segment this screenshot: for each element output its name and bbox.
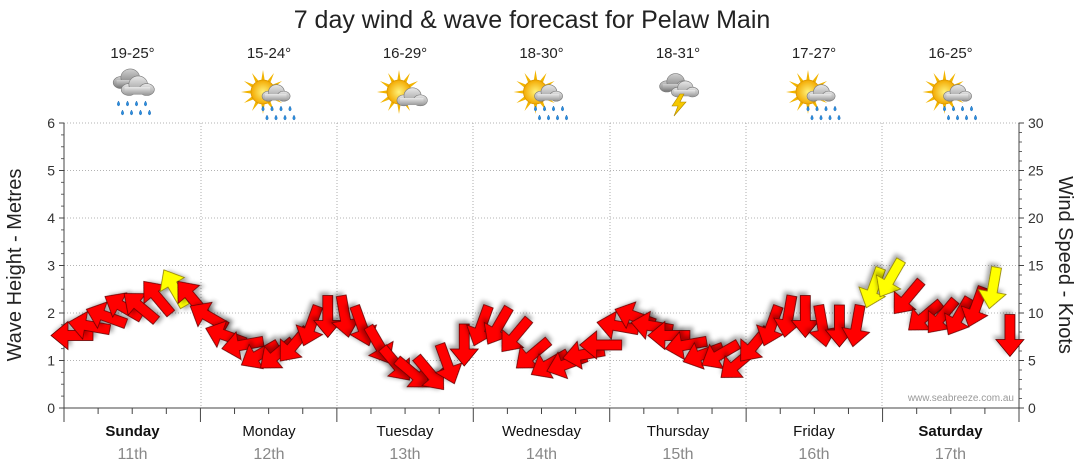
right-tick-label: 5 [1028,353,1036,369]
cloud-shape [806,84,836,102]
left-axis-ticks: 0 1 2 3 4 5 6 [47,115,64,416]
wind-arrow [647,320,691,351]
sun-rain-icon [786,70,841,121]
wind-arrow [944,295,975,336]
day-date-label: 11th [118,446,148,463]
cloud-shape [261,84,291,102]
day-date-label: 15th [662,446,693,463]
temperature-label: 19-25° [110,45,154,62]
cloud-shape [396,87,428,107]
day-name-label: Monday [242,423,296,440]
left-axis-label: Wave Height - Metres [4,169,26,362]
day-name-label: Thursday [647,423,710,440]
right-tick-label: 25 [1028,163,1044,179]
day-date-label: 12th [253,446,284,463]
wind-arrow [378,344,410,381]
wind-arrow [295,304,324,347]
right-tick-label: 15 [1028,258,1044,274]
cloud-shape [671,80,700,98]
wind-arrow [875,257,906,298]
left-tick-label: 0 [47,400,55,416]
temperature-label: 17-27° [792,45,836,62]
temperature-label: 16-25° [928,45,972,62]
lightning-bolt [671,93,687,117]
left-tick-label: 2 [47,305,55,321]
left-tick-label: 4 [47,210,55,226]
left-tick-label: 1 [47,353,55,369]
temperature-label: 18-30° [519,45,563,62]
day-date-label: 16th [798,446,829,463]
wind-arrow [67,310,112,340]
cloud-shape [943,84,972,102]
wind-arrow [995,314,1025,358]
day-labels: Sunday 11th Monday 12th Tuesday 13th Wednesday… [105,423,983,463]
rain-drops [261,105,296,121]
day-name-label: Friday [793,423,835,440]
credit-text: www.seabreeze.com.au [907,393,1014,404]
chart-title: 7 day wind & wave forecast for Pelaw Mai… [294,6,771,34]
weather-icon-row [112,68,977,121]
rain-drops [534,105,568,121]
rain-cloud-icon [112,68,155,116]
wind-arrow [977,265,1007,310]
sun-cloud-icon [377,70,428,114]
cloud-shape [534,84,563,102]
wind-arrow [501,315,534,353]
left-tick-label: 3 [47,258,55,274]
wind-arrow [756,304,784,347]
wind-arrow [412,353,445,391]
day-name-label: Wednesday [502,423,581,440]
temperature-label: 18-31° [656,45,700,62]
day-date-label: 14th [526,446,557,463]
wind-arrow [434,342,463,385]
right-axis-label: Wind Speed - Knots [1054,176,1076,354]
wind-arrow [221,331,265,361]
wind-arrow [960,285,989,328]
right-axis-ticks: 0 5 10 15 20 25 30 [1019,115,1044,416]
right-tick-label: 0 [1028,400,1036,416]
rain-drops [943,105,977,121]
rain-drops [806,105,841,121]
sun-rain-icon [241,70,296,121]
day-date-label: 17th [935,446,966,463]
wind-arrow [893,277,926,315]
sun-rain-icon [513,70,568,121]
wind-arrow [85,301,129,330]
cloud-shape [120,75,155,96]
left-tick-label: 6 [47,115,55,131]
temperature-label: 15-24° [247,45,291,62]
right-tick-label: 20 [1028,210,1044,226]
wind-arrow [841,303,871,348]
right-tick-label: 30 [1028,115,1044,131]
wind-arrow [579,330,623,360]
wind-arrow [449,323,480,367]
day-name-label: Tuesday [377,423,434,440]
wind-arrows [50,257,1025,391]
storm-icon [659,73,700,117]
temperature-row: 19-25° 15-24° 16-29° 18-30° 18-31° 17-27° 16-2… [110,45,972,62]
wind-arrow [50,320,94,351]
rain-drops [117,100,151,116]
right-tick-label: 10 [1028,305,1044,321]
day-name-label: Saturday [918,423,983,440]
day-name-label: Sunday [105,423,160,440]
temperature-label: 16-29° [383,45,427,62]
left-tick-label: 5 [47,163,55,179]
day-date-label: 13th [389,446,420,463]
sun-rain-icon [922,70,977,121]
wind-arrow [664,331,708,361]
